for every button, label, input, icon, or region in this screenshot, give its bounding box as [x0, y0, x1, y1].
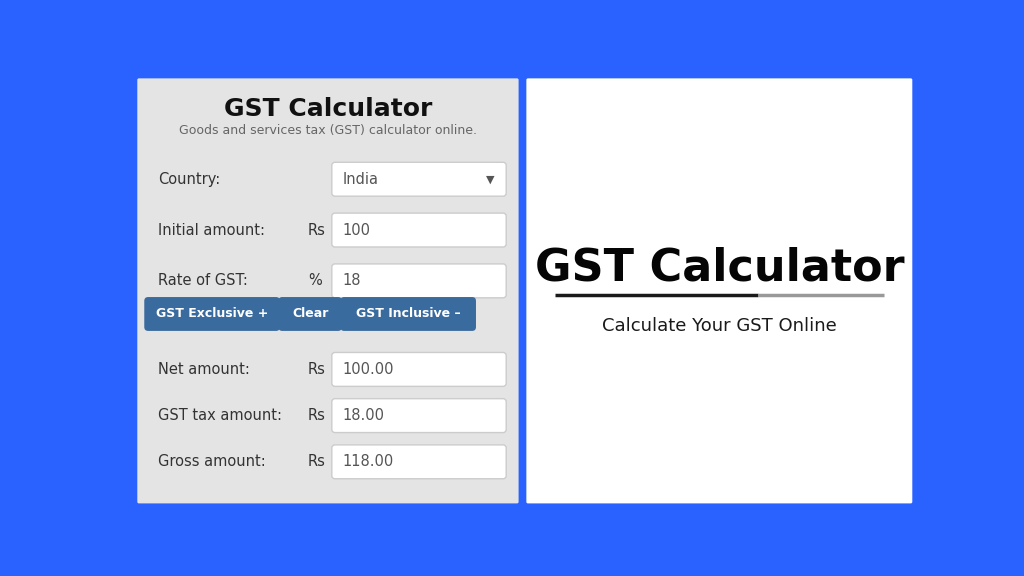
Text: ▼: ▼ — [486, 174, 495, 184]
FancyBboxPatch shape — [279, 297, 342, 331]
Text: GST tax amount:: GST tax amount: — [159, 408, 283, 423]
Text: Country:: Country: — [159, 172, 220, 187]
FancyBboxPatch shape — [332, 162, 506, 196]
Text: Calculate Your GST Online: Calculate Your GST Online — [602, 317, 837, 335]
Text: Rs: Rs — [308, 454, 326, 469]
Text: GST Calculator: GST Calculator — [224, 97, 432, 121]
FancyBboxPatch shape — [137, 78, 518, 503]
Text: Rs: Rs — [308, 408, 326, 423]
Text: Rs: Rs — [308, 362, 326, 377]
Text: Goods and services tax (GST) calculator online.: Goods and services tax (GST) calculator … — [179, 124, 477, 137]
FancyBboxPatch shape — [332, 399, 506, 433]
Text: Gross amount:: Gross amount: — [159, 454, 266, 469]
Text: Net amount:: Net amount: — [159, 362, 250, 377]
Text: 18.00: 18.00 — [343, 408, 385, 423]
FancyBboxPatch shape — [526, 78, 912, 503]
Text: India: India — [343, 172, 379, 187]
Text: GST Exclusive +: GST Exclusive + — [156, 308, 268, 320]
FancyBboxPatch shape — [144, 297, 280, 331]
Text: GST Calculator: GST Calculator — [535, 247, 904, 289]
FancyBboxPatch shape — [332, 264, 506, 298]
Text: Initial amount:: Initial amount: — [159, 222, 265, 237]
Text: 18: 18 — [343, 274, 361, 289]
FancyBboxPatch shape — [332, 353, 506, 386]
FancyBboxPatch shape — [340, 297, 476, 331]
Text: Rate of GST:: Rate of GST: — [159, 274, 248, 289]
Text: Clear: Clear — [292, 308, 329, 320]
Text: 100.00: 100.00 — [343, 362, 394, 377]
FancyBboxPatch shape — [332, 213, 506, 247]
Text: GST Inclusive –: GST Inclusive – — [356, 308, 461, 320]
Text: 100: 100 — [343, 222, 371, 237]
Text: Rs: Rs — [308, 222, 326, 237]
FancyBboxPatch shape — [332, 445, 506, 479]
Text: %: % — [308, 274, 322, 289]
Text: 118.00: 118.00 — [343, 454, 394, 469]
